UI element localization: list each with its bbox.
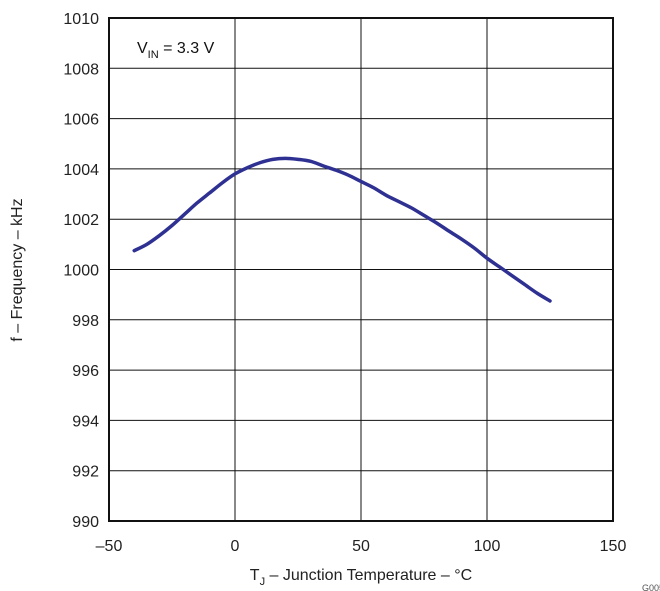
x-tick-label: 100 — [474, 538, 501, 555]
y-tick-label: 1010 — [63, 11, 99, 28]
y-tick-label: 996 — [72, 363, 99, 380]
y-tick-label: 1006 — [63, 112, 99, 129]
y-tick-label: 992 — [72, 464, 99, 481]
x-tick-label: –50 — [96, 538, 123, 555]
y-tick-label: 994 — [72, 413, 99, 430]
y-tick-label: 1000 — [63, 263, 99, 280]
x-tick-label: 0 — [231, 538, 240, 555]
plot-frame — [108, 17, 614, 522]
figure-code: G005 — [642, 583, 660, 591]
y-tick-label: 1002 — [63, 212, 99, 229]
x-tick-label: 50 — [352, 538, 370, 555]
frequency-series-line — [132, 156, 552, 303]
grid-lines — [109, 18, 613, 521]
vin-annotation: VIN = 3.3 V — [137, 40, 215, 61]
y-tick-label: 1004 — [63, 162, 99, 179]
series-layer — [132, 156, 552, 303]
y-axis-label: f – Frequency – kHz — [9, 198, 26, 341]
y-tick-label: 998 — [72, 313, 99, 330]
x-axis-label: TJ – Junction Temperature – °C — [250, 567, 472, 588]
x-tick-label: 150 — [600, 538, 627, 555]
tick-labels: –50 0 50 100 150 990 992 994 996 998 1000 1002 1004 1… — [63, 11, 626, 555]
y-tick-label: 990 — [72, 514, 99, 531]
y-tick-label: 1008 — [63, 61, 99, 78]
